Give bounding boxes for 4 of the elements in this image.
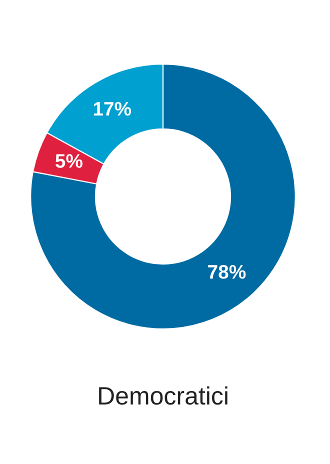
text: Democratici: [99, 386, 228, 405]
data-label: 5%: [55, 154, 82, 168]
data-label: 78%: [208, 264, 246, 279]
data-label: 17%: [94, 102, 132, 116]
